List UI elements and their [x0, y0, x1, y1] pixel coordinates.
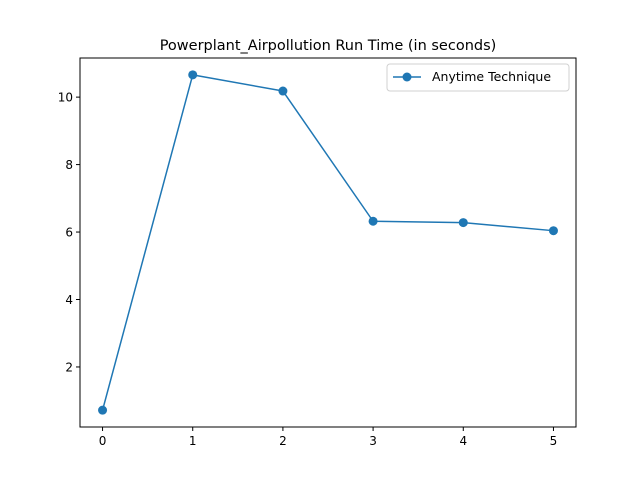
data-point: [98, 405, 108, 415]
plot-area: [98, 70, 558, 415]
chart-title: Powerplant_Airpollution Run Time (in sec…: [160, 38, 497, 54]
data-point: [458, 218, 468, 228]
series-line: [101, 74, 554, 411]
legend-label: Anytime Technique: [432, 69, 551, 84]
x-tick-label: 5: [550, 434, 558, 448]
y-axis: 2 4 6 8 10: [58, 91, 80, 374]
y-tick-label: 2: [65, 360, 73, 374]
legend-box: [386, 63, 570, 92]
y-tick-label: 8: [65, 158, 73, 172]
y-tick-label: 10: [58, 91, 73, 105]
data-point: [368, 216, 378, 226]
data-point: [548, 226, 558, 236]
x-axis: 0 1 2 3 4 5: [99, 427, 558, 448]
x-tick-label: 1: [189, 434, 197, 448]
data-point: [188, 70, 198, 80]
x-tick-label: 3: [369, 434, 377, 448]
axes-frame: [79, 57, 577, 428]
y-tick-label: 4: [65, 293, 73, 307]
x-tick-label: 0: [99, 434, 107, 448]
x-tick-label: 2: [279, 434, 287, 448]
data-point: [278, 86, 288, 96]
legend-marker-sample: [402, 72, 412, 82]
x-tick-label: 4: [459, 434, 467, 448]
legend: Anytime Technique: [386, 63, 570, 92]
y-tick-label: 6: [65, 226, 73, 240]
